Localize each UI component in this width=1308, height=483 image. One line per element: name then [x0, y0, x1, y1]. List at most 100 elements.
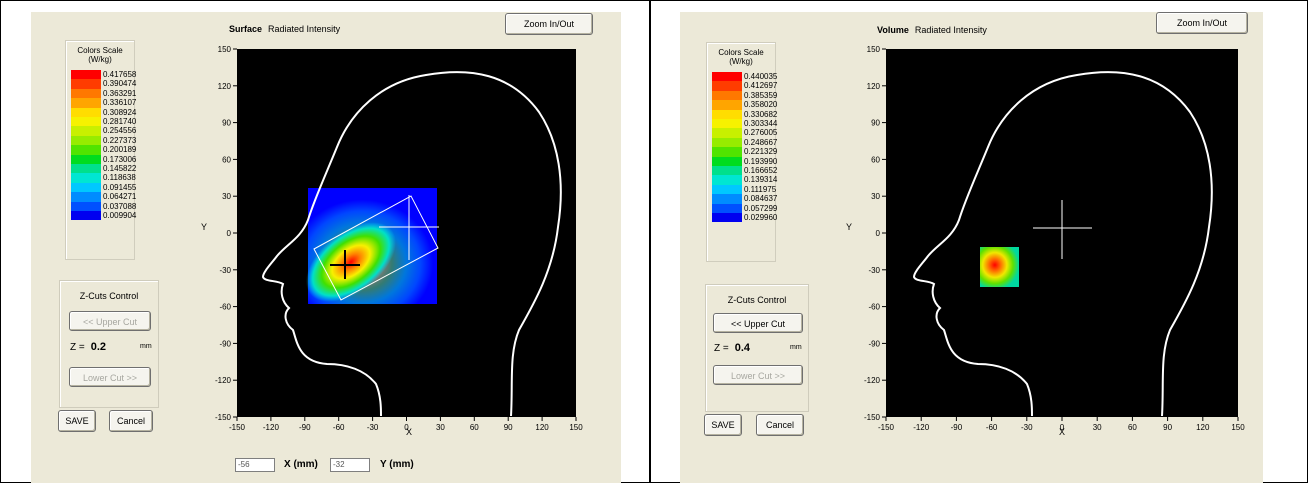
upper-cut-button[interactable]: << Upper Cut [69, 311, 151, 331]
cancel-button[interactable]: Cancel [109, 410, 153, 432]
x-axis-label: X [406, 427, 412, 437]
color-swatch [712, 213, 742, 223]
color-scale-value: 0.064271 [103, 192, 137, 202]
y-tick-label: -90 [219, 339, 231, 348]
x-tick-label: 0 [1060, 423, 1065, 432]
color-scale-value: 0.084637 [744, 194, 778, 204]
color-scale-unit: (W/kg) [729, 57, 753, 66]
zoom-button[interactable]: Zoom In/Out [1156, 12, 1248, 34]
lower-cut-button[interactable]: Lower Cut >> [713, 365, 803, 385]
color-swatch [712, 100, 742, 110]
upper-cut-button[interactable]: << Upper Cut [713, 313, 803, 333]
x-tick-label: -30 [1021, 423, 1033, 432]
color-swatch [712, 90, 742, 101]
color-scale-value: 0.358020 [744, 100, 778, 110]
x-tick-label: -90 [951, 423, 963, 432]
y-axis-label: Y [846, 222, 852, 232]
y-coordinate-input[interactable]: -32 [330, 458, 370, 472]
color-scale-legend: Colors Scale (W/kg) 0.440035 0.412697 0.38… [706, 42, 778, 262]
y-coordinate-label: Y (mm) [380, 459, 414, 470]
save-button[interactable]: SAVE [58, 410, 96, 432]
color-scale-title: Colors Scale [77, 46, 123, 55]
color-swatch [71, 201, 101, 211]
volume-plot: -150-150 -120 -120 -90 -90 -60 -60 -30 -30 0 0 30 30… [846, 45, 1245, 437]
y-tick-label: 150 [867, 45, 881, 54]
z-unit: mm [140, 343, 152, 350]
color-scale-value: 0.221329 [744, 147, 778, 157]
color-scale-value: 0.037088 [103, 201, 137, 211]
x-coordinate-label: X (mm) [284, 459, 318, 470]
y-tick-label: 0 [227, 229, 232, 238]
panel-title: Surface Radiated Intensity [229, 24, 341, 34]
color-scale-value: 0.111975 [744, 184, 777, 194]
color-scale-value: 0.166652 [744, 166, 778, 175]
color-swatch [712, 128, 742, 138]
color-scale-value: 0.412697 [744, 81, 778, 91]
zcuts-title: Z-Cuts Control [727, 295, 787, 305]
color-scale-value: 0.139314 [744, 175, 778, 185]
probe-rectangle [313, 195, 439, 301]
color-swatch [71, 192, 101, 202]
zcuts-control: Z-Cuts Control << Upper Cut Z = 0.4 mm Lo… [705, 284, 809, 412]
lower-cut-button[interactable]: Lower Cut >> [69, 367, 151, 387]
x-tick-label: -90 [299, 423, 311, 432]
color-scale-value: 0.057299 [744, 203, 778, 213]
color-scale-value: 0.091455 [103, 182, 137, 192]
x-tick-label: 30 [1093, 423, 1102, 432]
color-scale-unit: (W/kg) [88, 55, 112, 64]
x-tick-label: 150 [1231, 423, 1245, 432]
color-scale-value: 0.276005 [744, 128, 778, 138]
x-coordinate-input[interactable]: -56 [235, 458, 275, 472]
zoom-button[interactable]: Zoom In/Out [505, 13, 593, 35]
color-scale-value: 0.200189 [103, 145, 137, 155]
color-scale-value: 0.029960 [744, 213, 778, 222]
color-scale-legend: Colors Scale (W/kg) 0.417658 0.390474 0.36… [65, 40, 137, 260]
color-swatch [712, 184, 742, 195]
color-scale-value: 0.227373 [103, 135, 137, 145]
surface-panel: Surface Radiated Intensity Zoom In/Out Co… [31, 12, 621, 483]
color-swatch [712, 109, 742, 119]
x-tick-label: -30 [367, 423, 379, 432]
y-tick-label: -60 [868, 303, 880, 312]
y-tick-label: -90 [868, 339, 880, 348]
color-scale-title: Colors Scale [718, 48, 764, 57]
x-tick-label: 90 [1163, 423, 1172, 432]
y-tick-label: 0 [876, 229, 881, 238]
save-button[interactable]: SAVE [704, 414, 742, 436]
color-scale-value: 0.363291 [103, 88, 137, 98]
x-tick-label: -150 [229, 423, 246, 432]
color-swatch [71, 145, 101, 155]
y-tick-label: -30 [868, 266, 880, 275]
head-outline [261, 71, 562, 417]
y-tick-label: 120 [867, 82, 881, 91]
y-tick-label: -30 [219, 266, 231, 275]
color-swatch [712, 203, 742, 213]
head-outline [912, 71, 1213, 417]
color-swatch [712, 137, 742, 148]
color-swatch [71, 79, 101, 89]
heatmap [980, 247, 1019, 287]
color-swatch [71, 126, 101, 136]
color-scale-value: 0.281740 [103, 117, 137, 126]
cancel-button[interactable]: Cancel [756, 414, 804, 436]
color-scale-value: 0.390474 [103, 79, 137, 89]
z-unit: mm [790, 344, 802, 351]
x-tick-label: -60 [333, 423, 345, 432]
color-swatch [71, 70, 101, 80]
color-scale-value: 0.440035 [744, 72, 778, 81]
color-swatch [71, 107, 101, 117]
color-scale-value: 0.248667 [744, 137, 778, 147]
y-tick-label: 120 [218, 82, 232, 91]
y-tick-label: 60 [871, 155, 880, 164]
color-scale-value: 0.173006 [103, 154, 137, 164]
y-tick-label: -120 [864, 376, 881, 385]
x-tick-label: 60 [1128, 423, 1137, 432]
y-tick-label: -150 [215, 413, 232, 422]
y-tick-label: 90 [222, 119, 231, 128]
panel-title: Volume Radiated Intensity [877, 25, 987, 35]
surface-plot: -150-150 -120 -120 -90 -90 -60 -60 -30 -30 0 0 30 30… [201, 45, 583, 437]
y-tick-label: 30 [222, 192, 231, 201]
color-swatch [71, 164, 101, 174]
color-swatch [712, 72, 742, 82]
y-tick-label: -120 [215, 376, 232, 385]
